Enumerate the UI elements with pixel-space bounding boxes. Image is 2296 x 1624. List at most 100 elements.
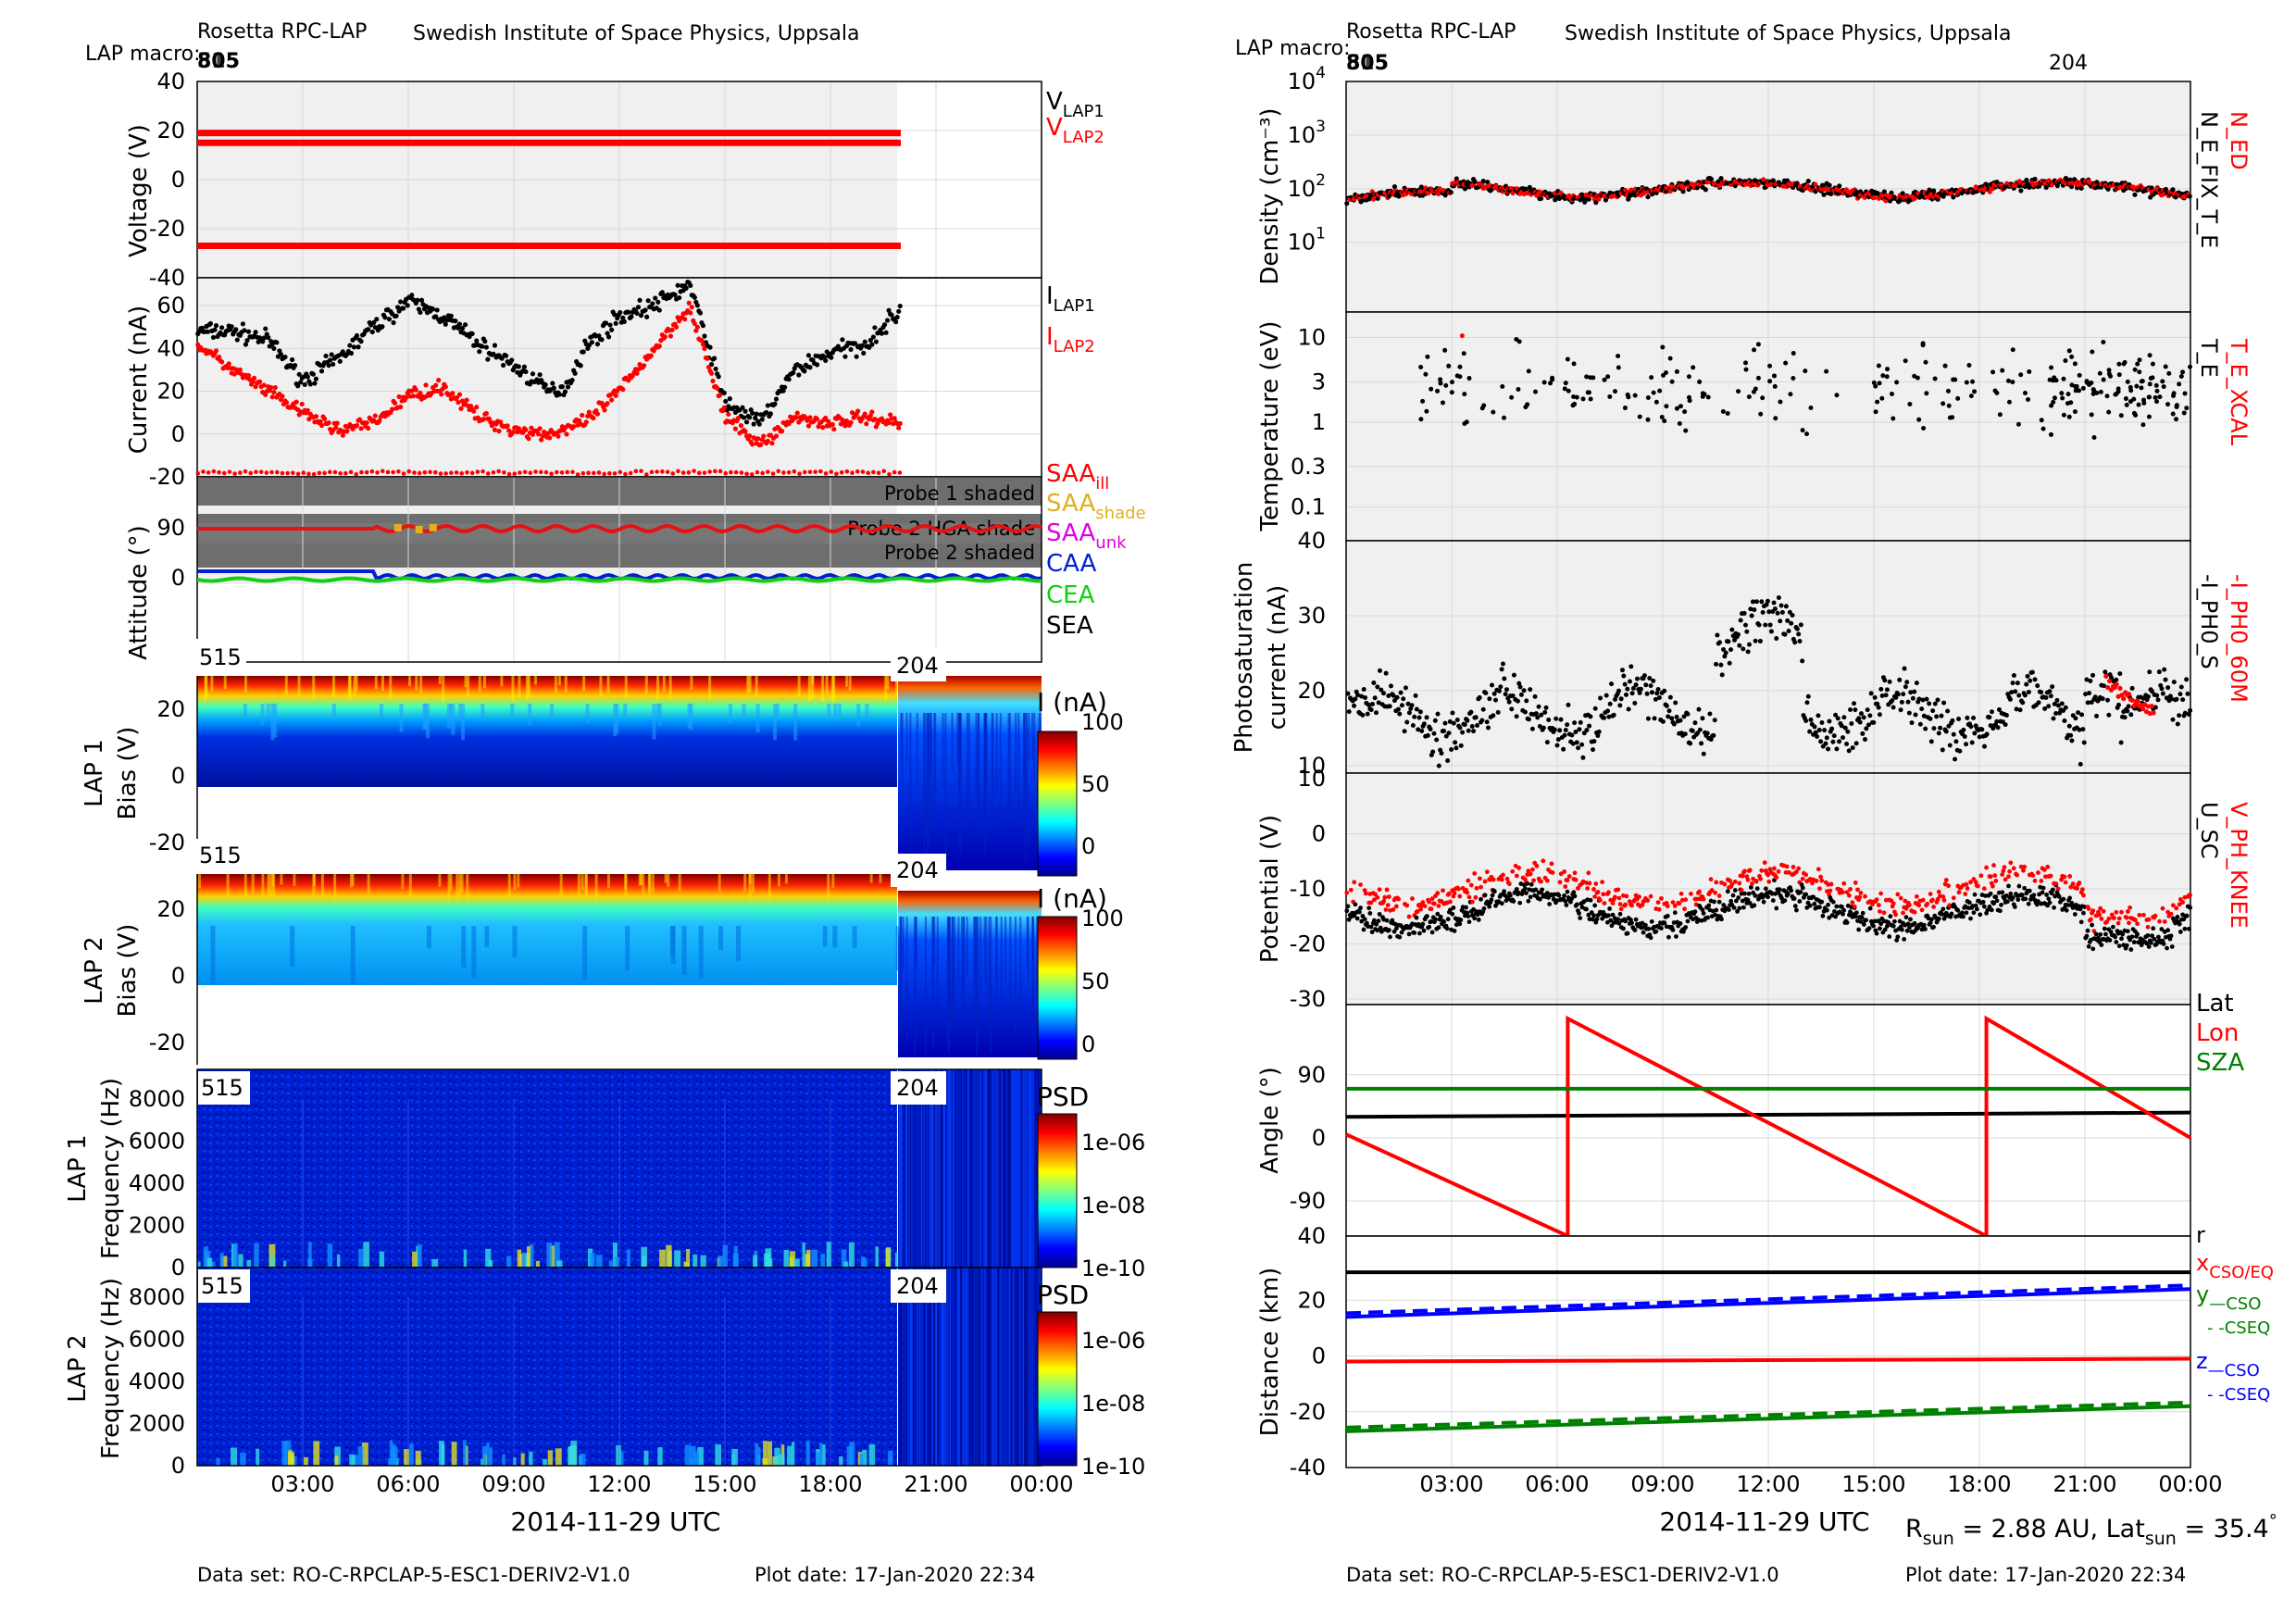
photosat-point: [1829, 726, 1835, 731]
photosat-point: [1377, 668, 1382, 673]
photosat-point: [1782, 631, 1788, 637]
current-point: [792, 468, 797, 474]
current-point: [818, 468, 823, 474]
psd-streak: [992, 1268, 994, 1466]
x-tick-label: 09:00: [481, 1471, 545, 1497]
psd-streak: [1016, 1069, 1018, 1268]
temperature-point: [1752, 347, 1757, 353]
temperature-point: [2174, 404, 2179, 409]
temperature-point: [2101, 340, 2106, 345]
photosat-point: [1372, 695, 1378, 701]
photosat-point: [1572, 720, 1578, 726]
current-point: [633, 468, 639, 474]
current-point: [396, 394, 402, 400]
potential-point: [1566, 874, 1572, 879]
photosat-point: [2007, 696, 2013, 702]
photosat-point: [1630, 685, 1636, 691]
current-point: [580, 470, 586, 476]
current-point: [409, 388, 415, 394]
potential-point: [1828, 881, 1834, 887]
psd-lowfreq-patch: [393, 1446, 398, 1466]
psd-streak: [900, 1268, 903, 1466]
photosat-point: [1399, 703, 1404, 708]
photosat-point: [2028, 678, 2033, 683]
photosat-point: [1562, 732, 1567, 738]
psd-streak: [909, 1069, 911, 1268]
potential-point: [1745, 897, 1751, 903]
potential-point: [1418, 906, 1423, 912]
temperature-point: [1516, 387, 1521, 393]
potential-point: [1782, 898, 1788, 904]
photosat-point: [1729, 627, 1735, 632]
potential-point: [1739, 891, 1744, 896]
temperature-point: [1462, 421, 1467, 427]
potential-point: [1893, 912, 1898, 918]
temperature-point: [2072, 361, 2078, 367]
current-point: [842, 354, 848, 359]
current-point: [296, 371, 302, 377]
current-point: [283, 399, 290, 406]
photosat-point: [1785, 618, 1791, 623]
photosat-point: [1682, 731, 1688, 737]
potential-point: [1640, 902, 1645, 907]
temperature-point: [1755, 342, 1761, 347]
legend-saa-shade: SAAshade: [1046, 490, 1146, 523]
saa-ill-series: [197, 523, 1042, 534]
current-point: [333, 425, 339, 431]
photosat-point: [1453, 740, 1458, 745]
photosat-point: [1953, 739, 1959, 744]
psd-lowfreq-patch: [570, 1440, 578, 1466]
photosat-point: [1499, 667, 1504, 672]
photosat-point: [1578, 719, 1583, 725]
potential-point: [1697, 889, 1702, 894]
photosat-point: [1803, 718, 1809, 724]
potential-point: [1826, 902, 1830, 907]
psd-streak: [987, 1268, 989, 1466]
freq-lap1-cbar-tick-1e-06: 1e-06: [1081, 1130, 1145, 1156]
photosat-point: [1707, 711, 1713, 717]
photosat-point: [1609, 681, 1615, 687]
potential-point: [1739, 888, 1744, 893]
current-point: [233, 327, 239, 332]
current-point: [550, 381, 555, 386]
temperature-point: [1566, 388, 1571, 394]
photosat-point: [1772, 606, 1778, 612]
current-point: [823, 415, 829, 421]
photosat-point: [1386, 693, 1391, 699]
psd-streak: [946, 1069, 949, 1268]
spectrogram-streak: [243, 874, 247, 900]
current-point: [251, 375, 257, 381]
temperature-point: [1687, 398, 1692, 404]
psd-streak: [972, 1268, 975, 1466]
current-point: [475, 469, 480, 474]
psd-streak: [968, 1268, 970, 1466]
current-point: [539, 437, 544, 443]
psd-lowfreq-patch: [535, 1260, 541, 1268]
current-point: [575, 472, 580, 477]
potential-point: [1383, 907, 1389, 912]
photosat-point: [1692, 720, 1698, 726]
photosat-point: [2129, 685, 2135, 691]
current-point: [866, 470, 870, 476]
photosat-point: [1931, 726, 1937, 731]
photosat-point: [2119, 693, 2125, 698]
potential-point: [1744, 874, 1750, 880]
temperature-point: [2005, 378, 2011, 383]
potential-point: [1645, 898, 1651, 903]
density-point: [2170, 187, 2176, 193]
photosat-point: [1932, 701, 1938, 706]
temperature-point: [1667, 356, 1673, 361]
spectrogram-streak: [960, 917, 963, 1018]
photosat-point: [1775, 610, 1780, 616]
photosat-point: [1938, 725, 1943, 731]
spectrogram-streak: [852, 926, 857, 948]
current-point: [749, 472, 755, 477]
potential-point: [1550, 870, 1555, 875]
photosat-point: [1432, 718, 1438, 723]
potential-point: [1787, 869, 1791, 875]
photosat-point: [2011, 673, 2016, 679]
potential-point: [1464, 905, 1468, 910]
potential-point: [1766, 879, 1772, 884]
potential-point: [1381, 898, 1387, 904]
